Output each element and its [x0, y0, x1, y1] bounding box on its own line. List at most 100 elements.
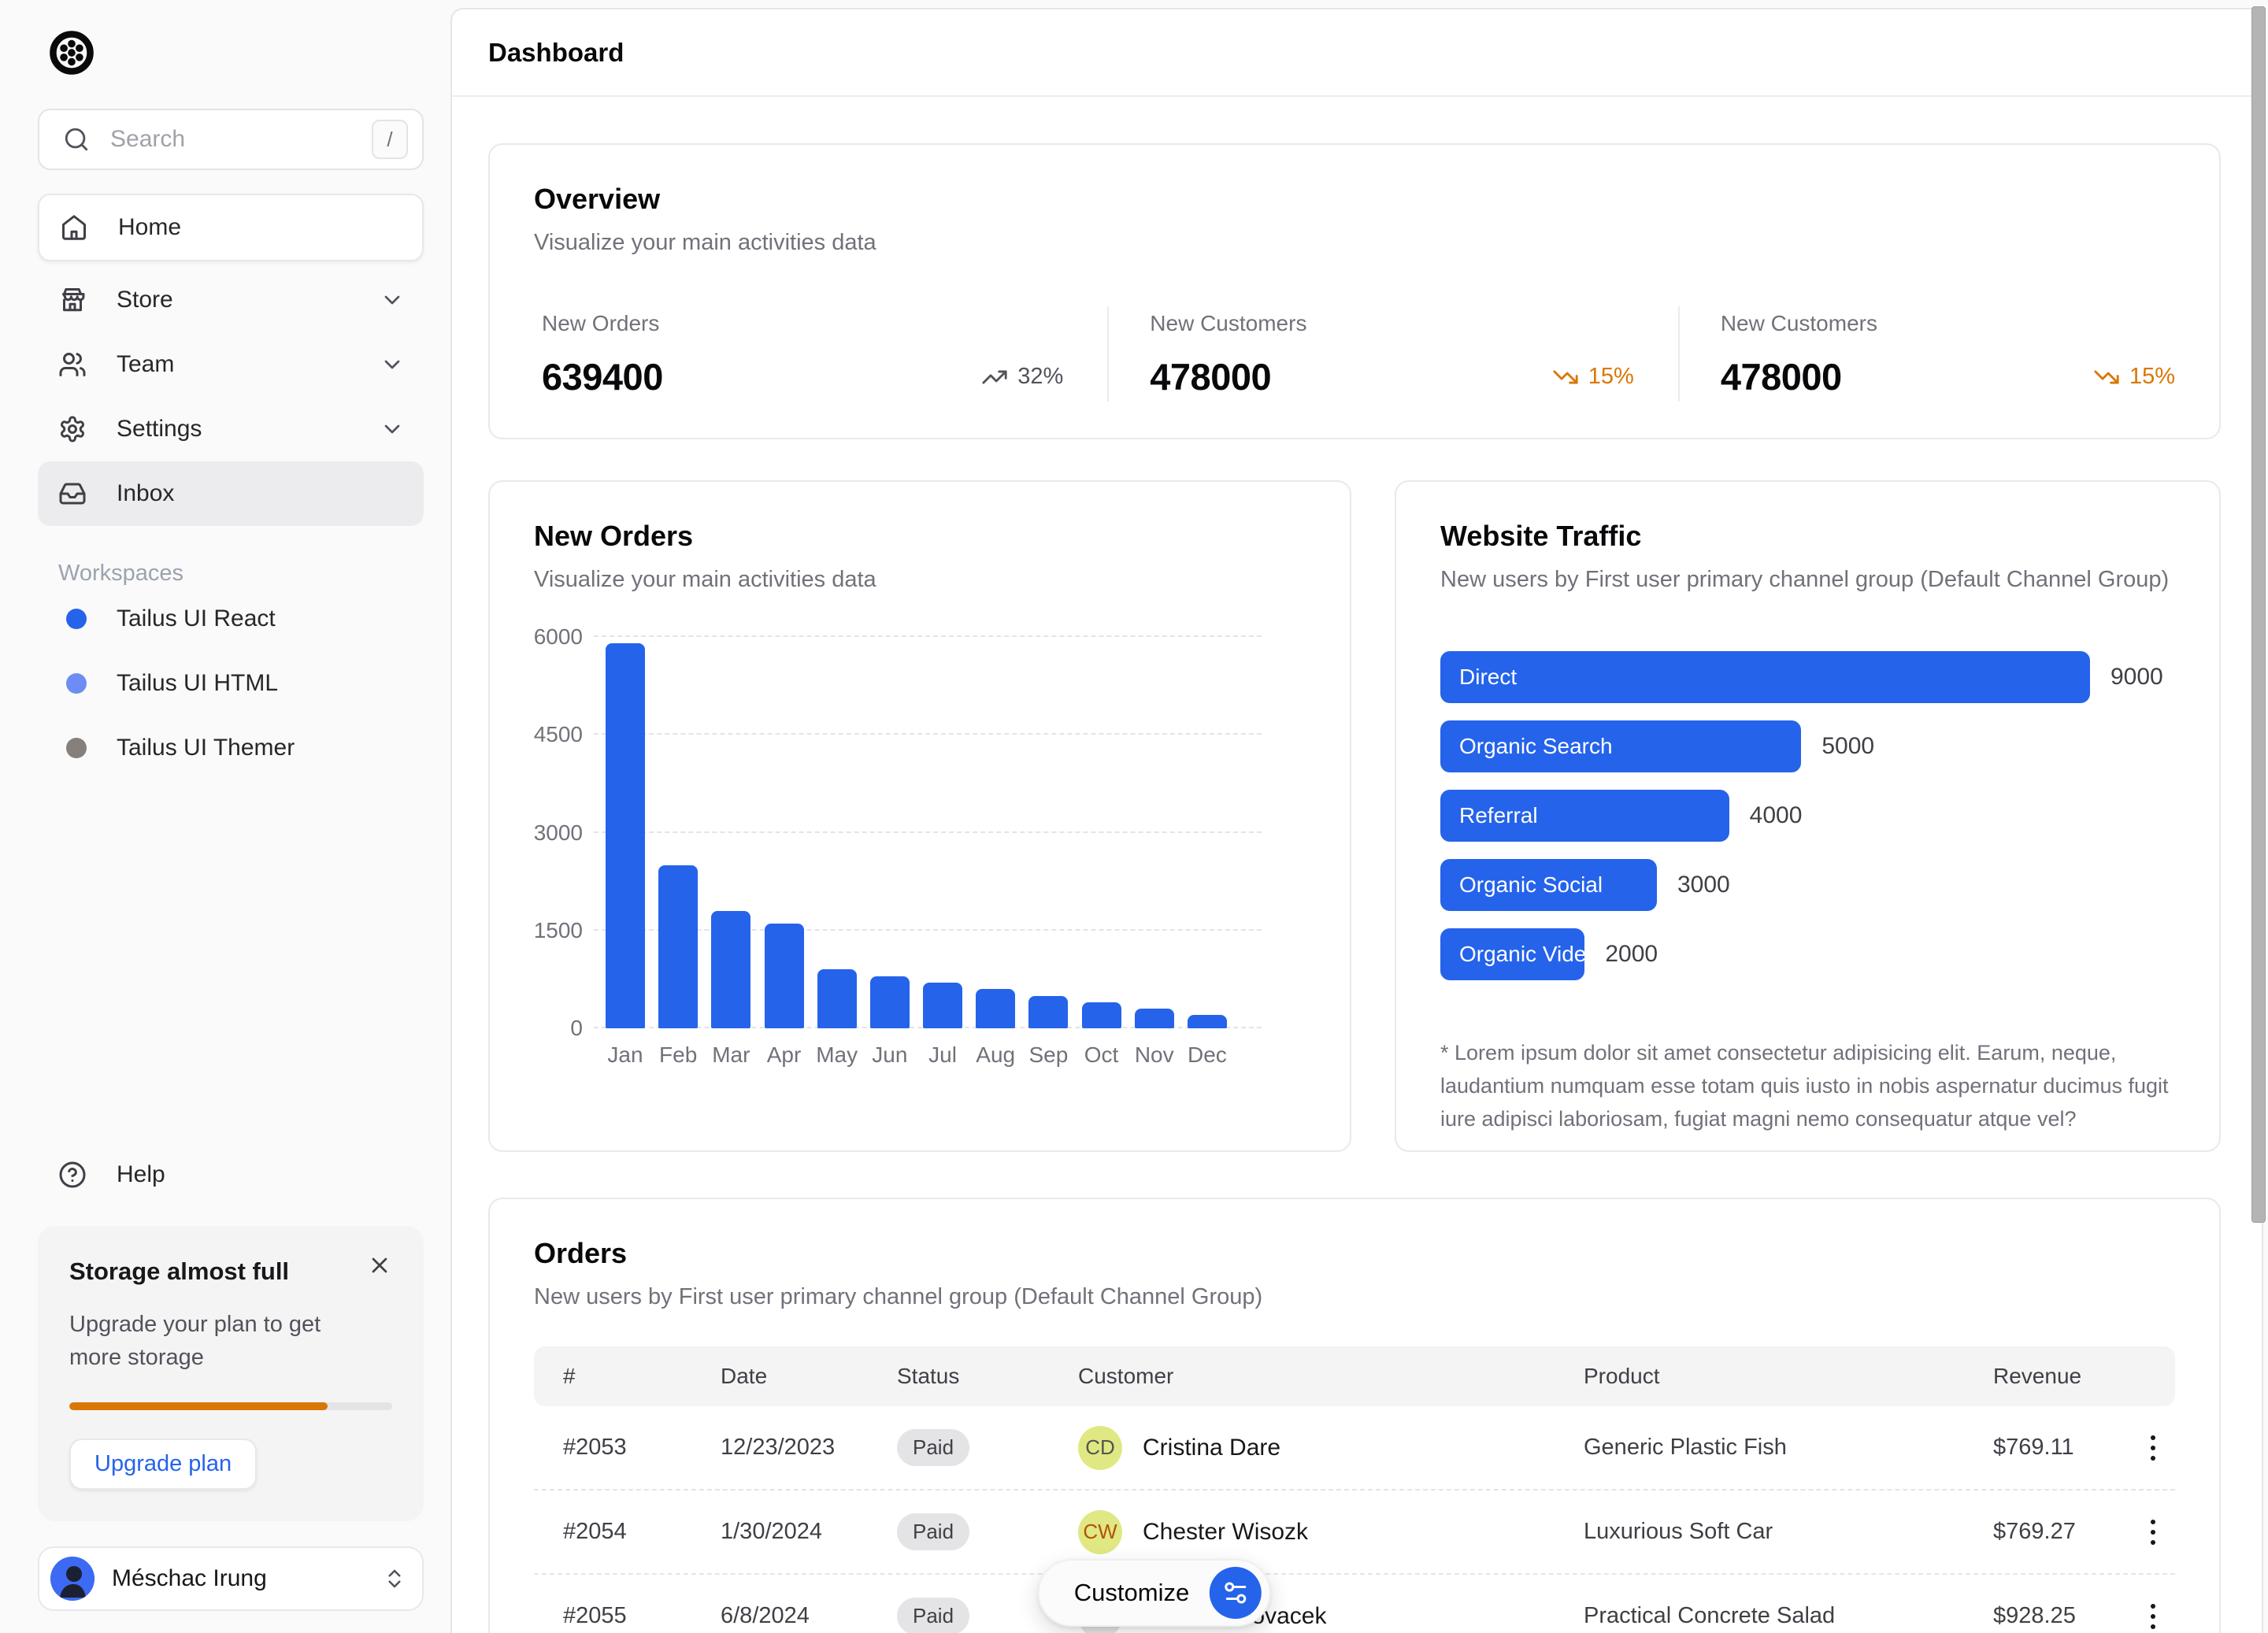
sidebar-item-label: Home — [118, 214, 182, 240]
column-header-customer: Customer — [1078, 1364, 1174, 1388]
traffic-bar: Organic Social — [1440, 859, 1657, 911]
help-button[interactable]: Help — [38, 1147, 424, 1202]
bar-sep: Sep — [1028, 995, 1069, 1067]
stat-new-customers-1: New Customers 478000 15% — [1107, 306, 1678, 402]
sliders-icon — [1210, 1567, 1262, 1619]
chevron-down-icon — [380, 287, 405, 313]
x-tick-label: Oct — [1084, 1042, 1119, 1067]
trending-down-icon — [1552, 364, 1579, 391]
table-row: #2054 1/30/2024 Paid CW Chester Wisozk Luxuri… — [534, 1490, 2175, 1573]
bar-nov: Nov — [1134, 1009, 1174, 1067]
sidebar-item-label: Settings — [117, 416, 202, 442]
chevron-down-icon — [380, 352, 405, 377]
trending-down-icon — [2093, 364, 2120, 391]
sidebar-item-label: Store — [117, 287, 173, 313]
sidebar-item-team[interactable]: Team — [38, 332, 424, 397]
y-tick-label: 3000 — [533, 820, 583, 845]
close-icon[interactable] — [367, 1253, 392, 1278]
sidebar-item-inbox[interactable]: Inbox — [38, 461, 424, 526]
sidebar-item-label: Inbox — [117, 480, 175, 506]
user-name: Méschac Irung — [112, 1565, 267, 1591]
traffic-bar-value: 2000 — [1605, 941, 1658, 967]
orders-subtitle: New users by First user primary channel … — [534, 1284, 1263, 1309]
row-menu-button[interactable] — [2131, 1594, 2175, 1633]
workspace-label: Tailus UI Themer — [117, 735, 295, 761]
column-header-revenue: Revenue — [1993, 1364, 2082, 1388]
workspace-dot-icon — [66, 609, 87, 629]
help-label: Help — [117, 1161, 165, 1187]
order-revenue: $769.27 — [1993, 1519, 2076, 1544]
traffic-bar: Organic Video — [1440, 928, 1599, 980]
bar-jun: Jun — [869, 976, 910, 1067]
sidebar-item-home[interactable]: Home — [38, 194, 424, 261]
traffic-bar-label: Organic Search — [1459, 734, 1613, 758]
status-badge: Paid — [897, 1513, 970, 1550]
x-tick-label: Feb — [659, 1042, 698, 1067]
workspace-dot-icon — [66, 738, 87, 758]
customize-button[interactable]: Customize — [1037, 1559, 1272, 1627]
storage-title: Storage almost full — [69, 1257, 290, 1285]
column-header-date: Date — [721, 1364, 768, 1388]
y-tick-label: 1500 — [533, 917, 583, 942]
storage-alert-card: Storage almost full Upgrade your plan to… — [38, 1225, 424, 1521]
x-tick-label: Jun — [872, 1042, 908, 1067]
y-tick-label: 0 — [570, 1016, 583, 1040]
row-menu-button[interactable] — [2131, 1426, 2175, 1470]
workspace-item-tailus-ui-themer[interactable]: Tailus UI Themer — [38, 716, 424, 780]
user-avatar — [50, 1557, 94, 1601]
overview-title: Overview — [534, 183, 661, 215]
workspace-dot-icon — [66, 673, 87, 694]
customize-label: Customize — [1073, 1579, 1190, 1606]
bar-dec: Dec — [1187, 1015, 1227, 1067]
order-date: 6/8/2024 — [721, 1603, 810, 1628]
product-name: Generic Plastic Fish — [1584, 1435, 1787, 1460]
customer-cell: CD Cristina Dare — [1078, 1425, 1584, 1470]
bar-may: May — [816, 969, 858, 1067]
traffic-row-referral: Referral 4000 — [1440, 790, 2175, 842]
x-tick-label: Apr — [766, 1042, 802, 1067]
column-header-product: Product — [1584, 1364, 1660, 1388]
page-title: Dashboard — [488, 37, 624, 67]
circle-help-icon — [58, 1161, 87, 1189]
order-id: #2053 — [563, 1435, 627, 1460]
x-tick-label: Nov — [1134, 1042, 1174, 1067]
new-orders-chart-subtitle: Visualize your main activities data — [534, 567, 876, 592]
x-tick-label: Mar — [712, 1042, 750, 1067]
user-menu[interactable]: Méschac Irung — [38, 1546, 424, 1611]
scrollbar-thumb[interactable] — [2251, 6, 2266, 1223]
row-separator — [534, 1489, 2175, 1490]
stat-value: 478000 — [1720, 356, 1842, 398]
traffic-bar-value: 5000 — [1821, 733, 1875, 759]
search-icon — [63, 126, 90, 153]
traffic-bar-value: 3000 — [1677, 872, 1730, 898]
y-tick-label: 4500 — [533, 722, 583, 747]
search-input[interactable]: Search / — [38, 109, 424, 170]
trending-up-icon — [981, 364, 1008, 391]
traffic-bar: Organic Search — [1440, 720, 1802, 772]
customer-cell: CW Chester Wisozk — [1078, 1509, 1584, 1554]
bar-apr: Apr — [764, 924, 804, 1067]
stat-label: New Orders — [542, 311, 660, 335]
x-tick-label: Dec — [1187, 1042, 1227, 1067]
sidebar-nav: Home Store Team Settings — [38, 194, 424, 526]
x-tick-label: Aug — [976, 1042, 1016, 1067]
sidebar-item-settings[interactable]: Settings — [38, 397, 424, 461]
order-date: 12/23/2023 — [721, 1435, 836, 1460]
workspace-item-tailus-ui-html[interactable]: Tailus UI HTML — [38, 651, 424, 716]
x-tick-label: Sep — [1028, 1042, 1069, 1067]
page-header: Dashboard — [452, 9, 2262, 97]
bar-oct: Oct — [1081, 1002, 1121, 1067]
y-tick-label: 6000 — [533, 624, 583, 649]
order-id: #2054 — [563, 1519, 627, 1544]
orders-table-header: # Date Status Customer Product Revenue — [534, 1346, 2175, 1406]
new-orders-chart-title: New Orders — [534, 520, 694, 552]
row-menu-button[interactable] — [2131, 1510, 2175, 1554]
bar-jan: Jan — [606, 643, 645, 1067]
traffic-row-organic-video: Organic Video 2000 — [1440, 928, 2175, 980]
users-icon — [58, 350, 87, 379]
sidebar-item-store[interactable]: Store — [38, 268, 424, 332]
upgrade-plan-button[interactable]: Upgrade plan — [69, 1439, 258, 1490]
vertical-scrollbar[interactable] — [2248, 0, 2268, 1633]
workspace-item-tailus-ui-react[interactable]: Tailus UI React — [38, 587, 424, 651]
